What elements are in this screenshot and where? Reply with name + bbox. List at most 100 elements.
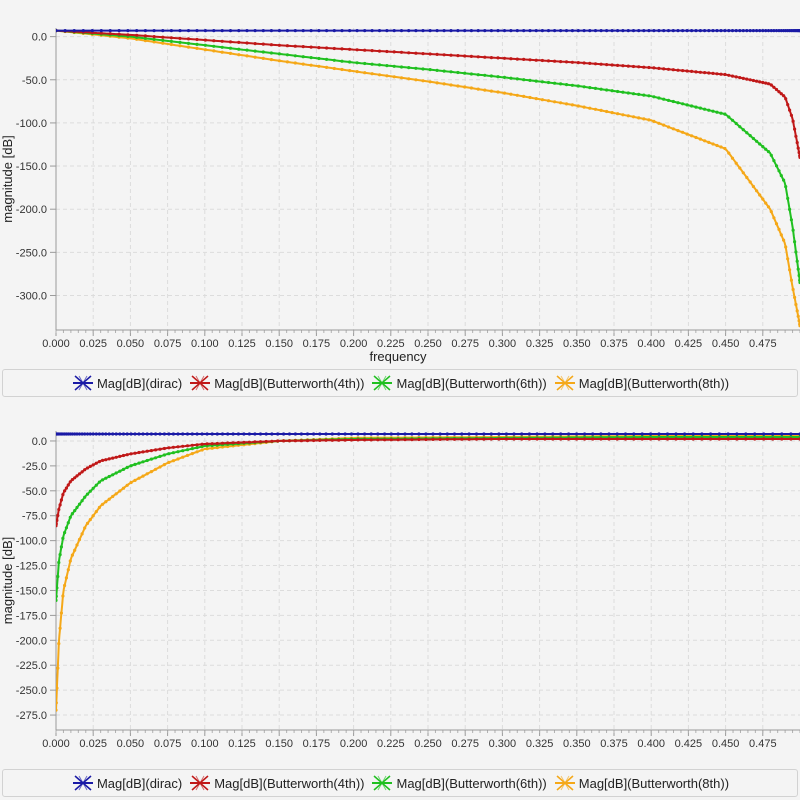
data-point xyxy=(489,432,493,436)
data-point xyxy=(293,61,297,65)
data-point xyxy=(190,443,194,447)
data-point xyxy=(527,437,532,441)
data-point xyxy=(755,29,759,33)
data-point xyxy=(771,432,775,436)
data-point xyxy=(178,36,182,41)
data-point xyxy=(205,447,209,451)
data-point xyxy=(121,486,126,490)
data-point xyxy=(435,81,439,85)
data-point xyxy=(570,83,575,87)
x-tick-label: 0.475 xyxy=(749,738,777,750)
data-point xyxy=(245,29,249,33)
data-point xyxy=(576,61,580,65)
data-point xyxy=(738,76,742,80)
data-point xyxy=(167,446,171,450)
data-point xyxy=(264,439,268,444)
data-point xyxy=(64,526,68,530)
data-point xyxy=(647,29,651,33)
data-point xyxy=(114,492,118,496)
legend-item[interactable]: Mag[dB](Butterworth(4th)) xyxy=(188,773,364,793)
data-point xyxy=(786,196,790,200)
data-point xyxy=(591,432,595,436)
data-point xyxy=(509,92,513,96)
data-point xyxy=(215,441,219,446)
x-tick-label: 0.175 xyxy=(303,338,331,350)
data-point xyxy=(190,447,194,451)
data-point xyxy=(399,29,404,33)
data-point xyxy=(727,73,731,77)
data-point xyxy=(534,29,538,33)
data-point xyxy=(152,40,156,44)
data-point xyxy=(111,494,115,499)
x-tick-label: 0.150 xyxy=(265,738,293,750)
x-tick-label: 0.200 xyxy=(340,338,368,350)
data-point xyxy=(277,59,281,63)
data-point xyxy=(703,71,707,75)
data-point xyxy=(169,29,173,33)
legend-item[interactable]: Mag[dB](Butterworth(4th)) xyxy=(188,373,364,393)
x-tick-label: 0.275 xyxy=(451,338,479,350)
data-point xyxy=(77,502,82,506)
data-point xyxy=(145,472,149,476)
data-point xyxy=(253,432,257,436)
data-point xyxy=(399,50,404,54)
data-point xyxy=(203,43,207,47)
legend-item[interactable]: Mag[dB](dirac) xyxy=(71,773,182,793)
legend-item[interactable]: Mag[dB](Butterworth(6th)) xyxy=(370,373,547,393)
data-point xyxy=(588,29,592,33)
data-point xyxy=(277,52,281,56)
data-point xyxy=(489,29,493,33)
data-point xyxy=(791,287,795,292)
legend-item[interactable]: Mag[dB](Butterworth(6th)) xyxy=(370,773,547,793)
data-point xyxy=(70,478,74,482)
data-point xyxy=(730,156,735,160)
data-point xyxy=(442,82,446,86)
data-point xyxy=(59,545,64,549)
data-point xyxy=(449,70,453,74)
data-point xyxy=(559,437,563,441)
x-tick-label: 0.300 xyxy=(489,338,517,350)
y-axis-title: magnitude [dB] xyxy=(0,537,15,624)
data-point xyxy=(277,43,281,47)
data-point xyxy=(195,46,199,51)
data-point xyxy=(167,460,171,464)
x-tick-label: 0.350 xyxy=(563,338,591,350)
data-point xyxy=(657,432,661,436)
series-2 xyxy=(56,29,800,285)
data-point xyxy=(167,452,171,456)
data-point xyxy=(428,68,432,72)
data-point xyxy=(605,88,609,92)
data-point xyxy=(212,29,216,33)
data-point xyxy=(795,259,799,263)
data-point xyxy=(751,78,756,83)
data-point xyxy=(593,107,598,111)
data-point xyxy=(685,29,689,33)
data-point xyxy=(133,462,137,466)
legend-item[interactable]: Mag[dB](dirac) xyxy=(71,373,182,393)
data-point xyxy=(515,57,519,61)
data-point xyxy=(389,432,393,436)
data-point xyxy=(355,70,359,74)
data-point xyxy=(94,432,98,436)
data-point xyxy=(520,432,524,436)
series-1 xyxy=(56,437,800,528)
data-point xyxy=(169,42,173,47)
data-point xyxy=(576,29,580,33)
data-point xyxy=(522,78,526,82)
data-point xyxy=(780,432,784,436)
legend-item[interactable]: Mag[dB](Butterworth(8th)) xyxy=(553,773,729,793)
data-point xyxy=(385,74,389,78)
data-point xyxy=(741,171,745,175)
data-point xyxy=(186,45,191,49)
legend-item[interactable]: Mag[dB](Butterworth(8th)) xyxy=(553,373,729,393)
data-point xyxy=(407,51,411,55)
data-point xyxy=(741,76,745,80)
data-point xyxy=(723,29,727,33)
data-point xyxy=(392,29,396,33)
data-point xyxy=(583,432,587,436)
data-point xyxy=(340,67,344,72)
data-point xyxy=(509,29,513,33)
data-point xyxy=(215,432,219,436)
data-point xyxy=(576,104,580,108)
data-point xyxy=(158,465,162,469)
